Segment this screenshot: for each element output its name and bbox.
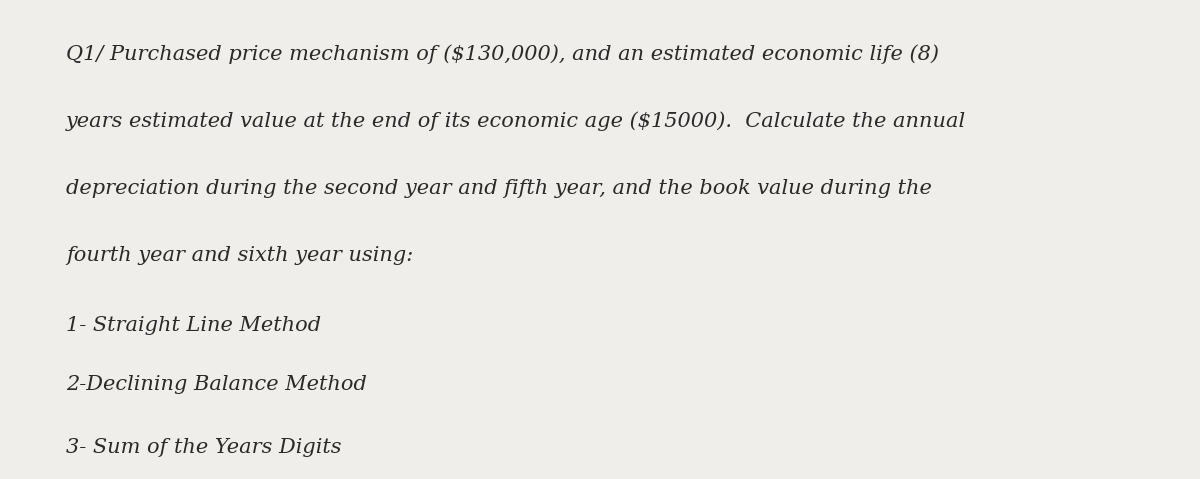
Text: fourth year and sixth year using:: fourth year and sixth year using: bbox=[66, 246, 413, 265]
Text: 1- Straight Line Method: 1- Straight Line Method bbox=[66, 316, 322, 334]
Text: 3- Sum of the Years Digits: 3- Sum of the Years Digits bbox=[66, 438, 342, 456]
Text: Q1/ Purchased price mechanism of ($130,000), and an estimated economic life (8): Q1/ Purchased price mechanism of ($130,0… bbox=[66, 44, 940, 64]
Text: depreciation during the second year and fifth year, and the book value during th: depreciation during the second year and … bbox=[66, 179, 932, 198]
Text: 2-Declining Balance Method: 2-Declining Balance Method bbox=[66, 376, 367, 394]
Text: years estimated value at the end of its economic age ($15000).  Calculate the an: years estimated value at the end of its … bbox=[66, 111, 966, 131]
